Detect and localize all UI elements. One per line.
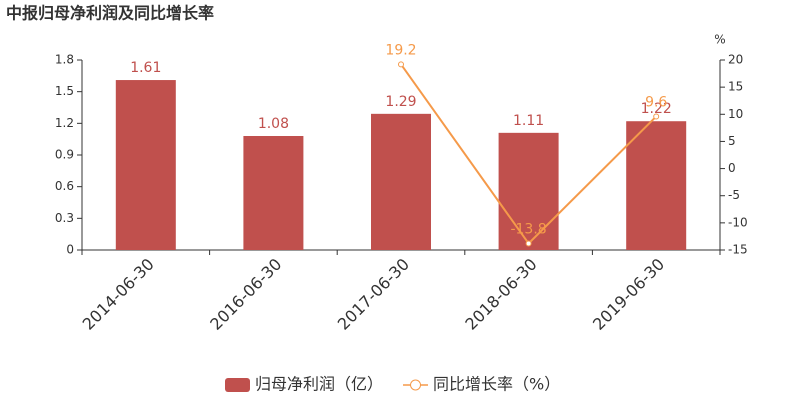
line-value-label: 19.2	[385, 42, 416, 58]
x-tick-label: 2016-06-30	[206, 255, 285, 334]
legend-label: 归母净利润（亿）	[255, 375, 383, 394]
y2-tick-label: 15	[728, 80, 743, 94]
legend-label: 同比增长率（%）	[433, 375, 560, 394]
y2-tick-label: -5	[728, 188, 740, 202]
y2-tick-label: 0	[728, 161, 736, 175]
y-tick-label: 0.3	[55, 211, 74, 225]
bar-value-label: 1.22	[641, 101, 672, 117]
y-tick-label: 1.5	[55, 84, 74, 98]
bar-value-label: 1.08	[258, 116, 289, 132]
chart-title: 中报归母净利润及同比增长率	[6, 4, 214, 23]
legend-swatch-point	[410, 379, 422, 391]
y-tick-label: 1.2	[55, 116, 74, 130]
line-point	[653, 113, 660, 120]
y-tick-label: 1.8	[55, 53, 74, 67]
legend-swatch	[225, 378, 250, 392]
line-point	[398, 61, 404, 68]
bar	[626, 121, 687, 250]
bar	[371, 113, 431, 250]
y2-axis-unit: %	[714, 33, 725, 47]
y2-tick-label: -10	[728, 215, 748, 229]
y-tick-label: 0.9	[55, 148, 74, 162]
x-tick-label: 2014-06-30	[79, 255, 158, 334]
bar	[115, 80, 176, 250]
bar-value-label: 1.29	[385, 94, 416, 110]
y2-tick-label: 20	[728, 53, 743, 67]
y-tick-label: 0.6	[55, 179, 74, 193]
bar-value-label: 1.11	[513, 113, 544, 129]
bar	[498, 132, 559, 250]
bar-value-label: 1.61	[130, 60, 161, 76]
line-value-label: -13.8	[510, 221, 546, 237]
x-tick-label: 2019-06-30	[589, 255, 668, 334]
bar	[243, 136, 304, 250]
line-point	[525, 240, 532, 247]
y2-tick-label: -15	[728, 243, 748, 257]
y-tick-label: 0	[66, 243, 74, 257]
y2-tick-label: 10	[728, 107, 743, 121]
y2-tick-label: 5	[728, 134, 736, 148]
x-tick-label: 2018-06-30	[461, 255, 540, 334]
line-value-label: 9.6	[645, 94, 667, 110]
x-tick-label: 2017-06-30	[334, 255, 413, 334]
